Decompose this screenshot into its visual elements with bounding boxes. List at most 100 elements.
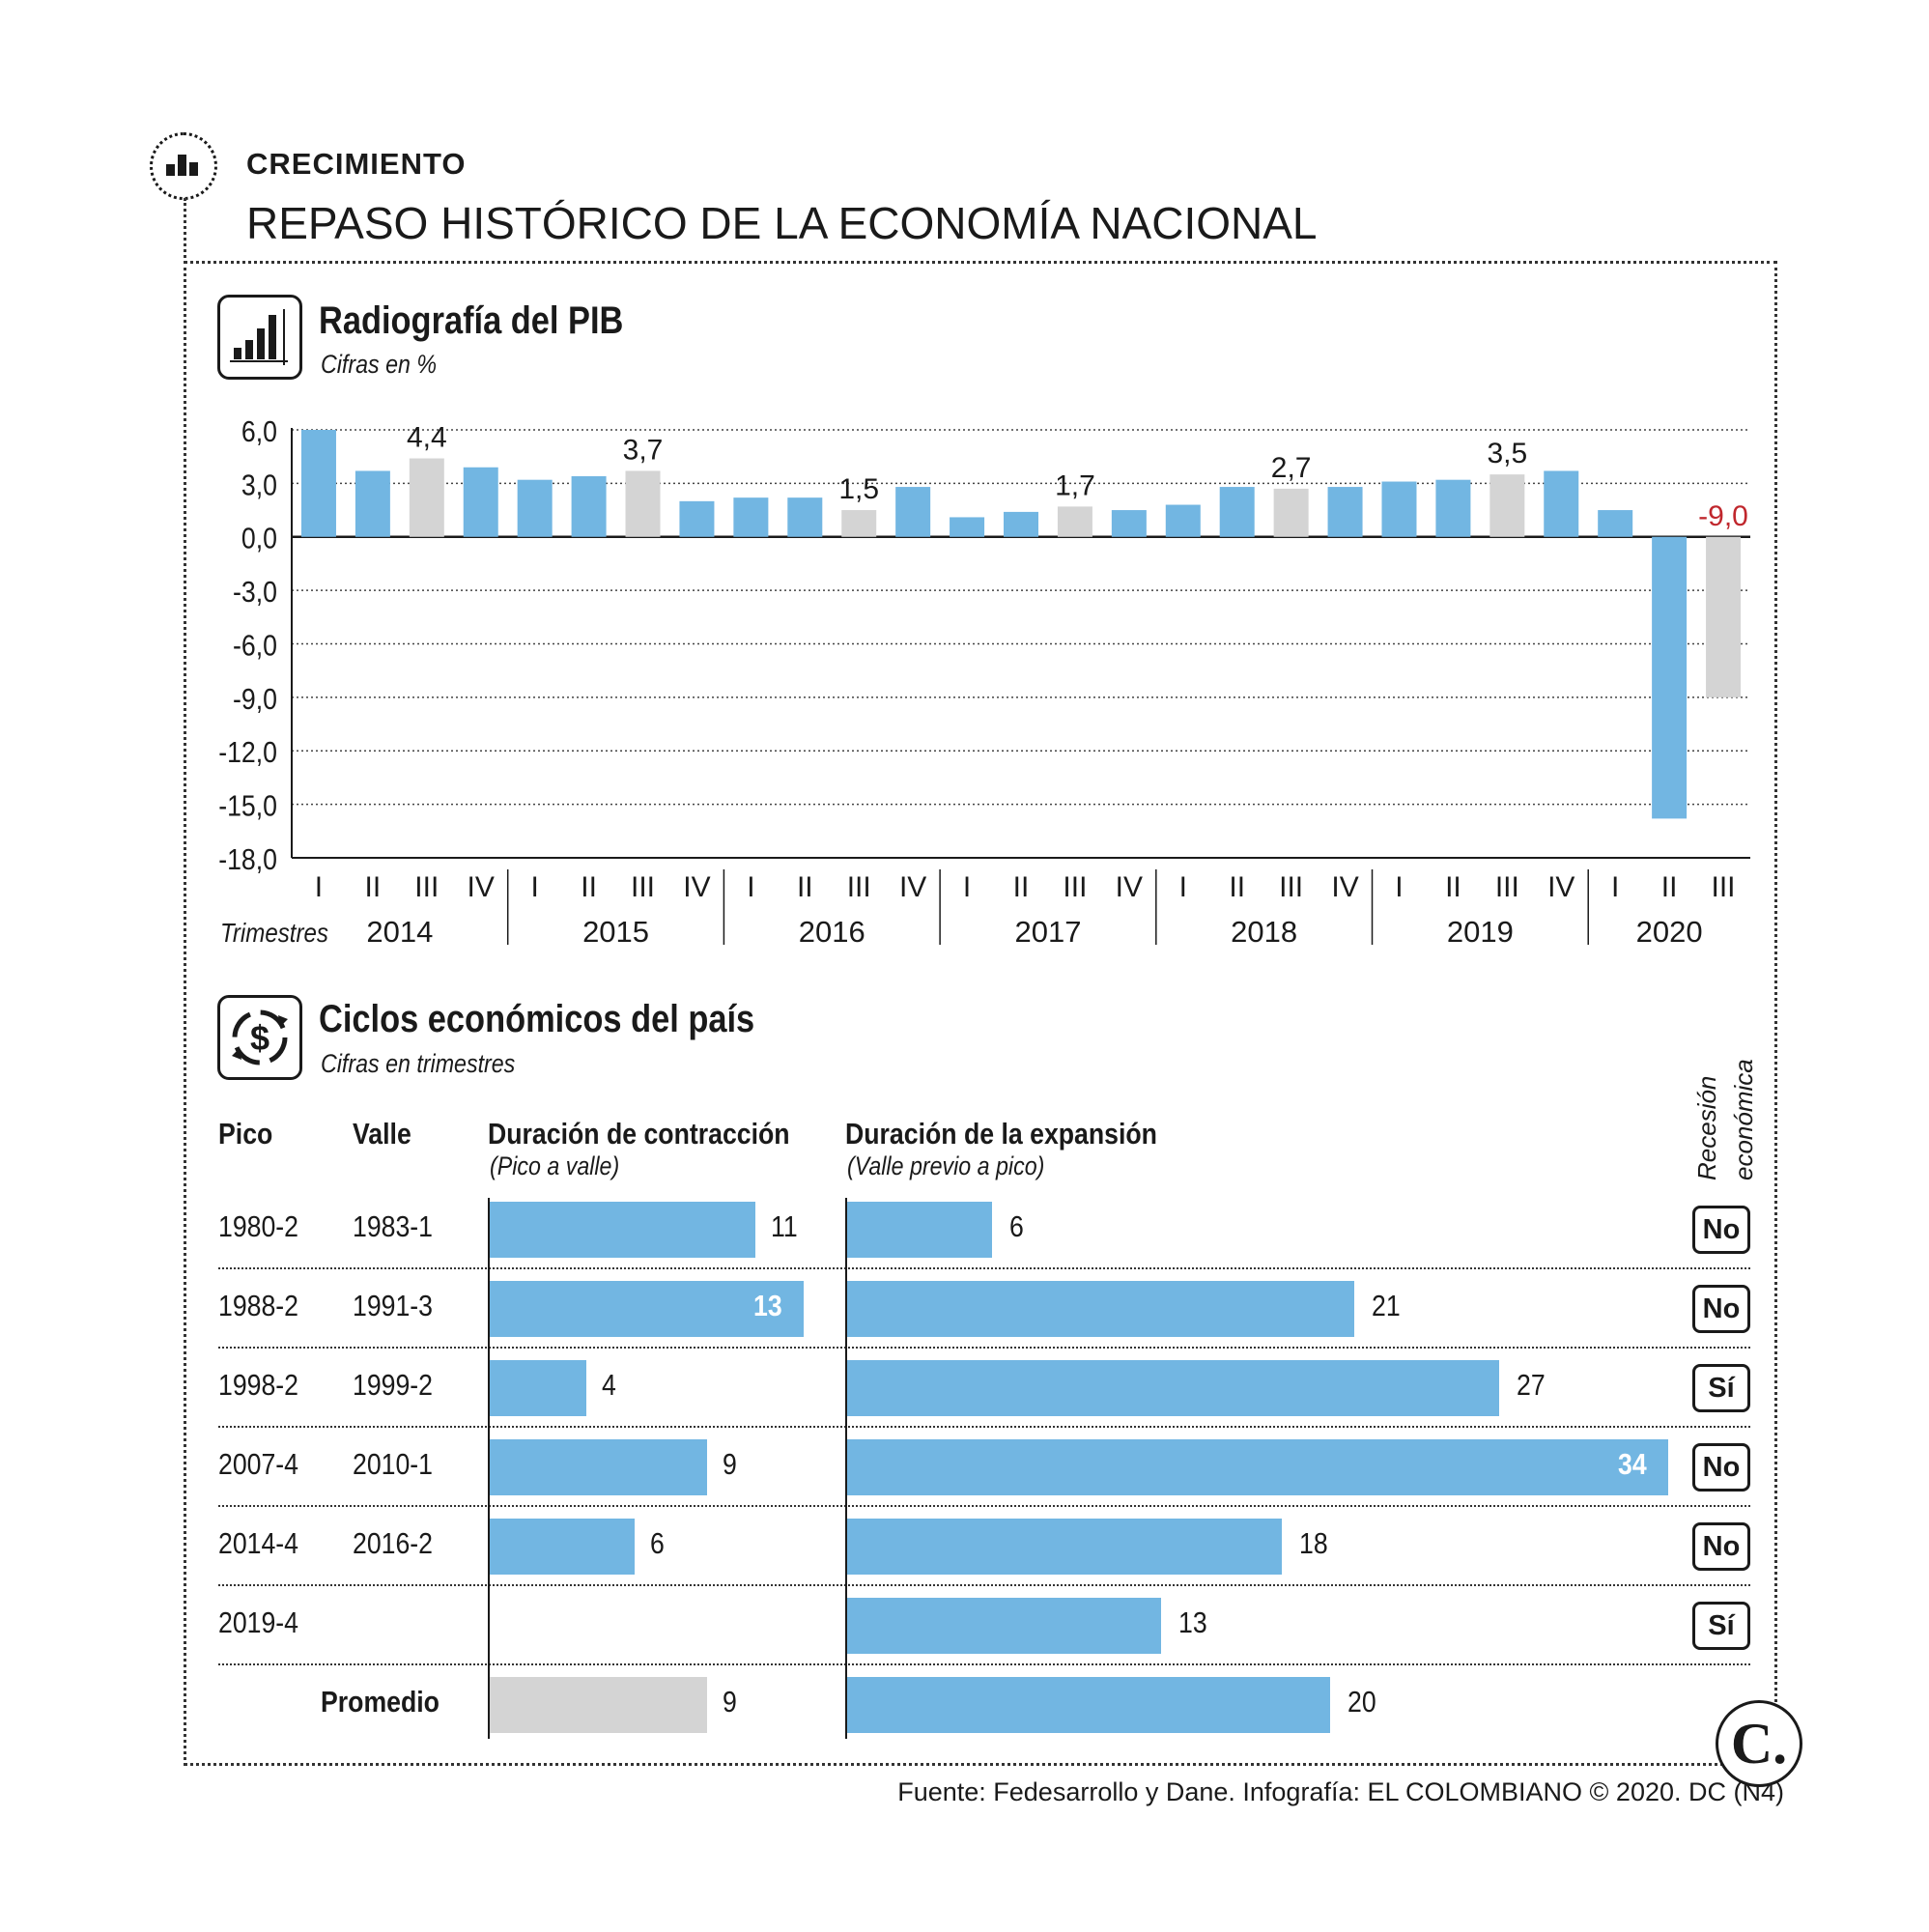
data-label-2020-III: -9,0 — [1698, 500, 1748, 532]
year-label-2019: 2019 — [1447, 915, 1514, 949]
quarter-tick-label: I — [963, 871, 971, 903]
quarter-tick-label: IV — [1116, 871, 1143, 903]
pib-title: Radiografía del PIB — [319, 299, 624, 342]
y-tick-label: 6,0 — [241, 415, 277, 448]
trimestres-label: Trimestres — [220, 917, 328, 948]
quarter-tick-label: IV — [899, 871, 926, 903]
y-tick-label: -3,0 — [233, 576, 277, 609]
year-label-2018: 2018 — [1231, 915, 1297, 949]
quarter-tick-label: III — [1712, 871, 1736, 903]
bar-2017-IV — [1111, 510, 1147, 537]
quarter-tick-label: III — [1063, 871, 1087, 903]
quarter-tick-label: II — [1229, 871, 1245, 903]
quarter-tick-label: II — [1013, 871, 1030, 903]
header-expansion: Duración de la expansión — [845, 1117, 1157, 1151]
ciclos-title: Ciclos económicos del país — [319, 998, 755, 1040]
bar-2014-II — [355, 470, 390, 537]
el-colombiano-logo: C. — [1716, 1700, 1802, 1787]
bar-2015-IV — [679, 500, 715, 537]
frame-connector — [184, 198, 186, 264]
data-label-2018-III: 2,7 — [1271, 452, 1312, 484]
bar-2014-IV — [463, 467, 498, 537]
bar-2017-I — [950, 517, 985, 537]
bar-2017-II — [1004, 511, 1038, 537]
bar-2016-III — [841, 510, 877, 537]
bar-chart-icon — [217, 295, 302, 380]
svg-text:$: $ — [250, 1018, 269, 1058]
bar-2020-I — [1598, 510, 1633, 537]
y-tick-label: 3,0 — [241, 469, 277, 502]
bar-2015-I — [517, 479, 553, 537]
quarter-tick-label: II — [797, 871, 813, 903]
quarter-tick-label: III — [1279, 871, 1303, 903]
year-label-2015: 2015 — [582, 915, 649, 949]
quarter-tick-label: I — [1179, 871, 1187, 903]
bar-2019-I — [1381, 481, 1417, 537]
quarter-tick-label: III — [631, 871, 655, 903]
bar-2016-I — [733, 497, 769, 537]
bar-2019-III — [1489, 474, 1525, 537]
bar-2020-II — [1652, 536, 1688, 819]
year-label-2014: 2014 — [366, 915, 433, 949]
bar-2019-IV — [1544, 470, 1579, 537]
pib-subtitle: Cifras en % — [321, 350, 438, 379]
header-pico: Pico — [218, 1117, 273, 1151]
year-label-2017: 2017 — [1014, 915, 1081, 949]
quarter-tick-label: II — [581, 871, 597, 903]
quarter-tick-label: I — [315, 871, 323, 903]
quarter-tick-label: IV — [683, 871, 710, 903]
section-label: CRECIMIENTO — [246, 147, 467, 181]
quarter-tick-label: I — [530, 871, 538, 903]
bar-2018-III — [1273, 488, 1309, 537]
y-tick-label: -12,0 — [218, 736, 277, 769]
y-tick-label: -9,0 — [233, 683, 277, 716]
bar-2019-II — [1435, 479, 1471, 537]
y-tick-label: -18,0 — [218, 843, 277, 876]
data-label-2014-III: 4,4 — [407, 422, 447, 454]
year-label-2020: 2020 — [1636, 915, 1703, 949]
bar-2015-III — [625, 470, 661, 537]
quarter-tick-label: IV — [1547, 871, 1574, 903]
page-title: REPASO HISTÓRICO DE LA ECONOMÍA NACIONAL — [246, 198, 1318, 248]
header-expansion-note: (Valle previo a pico) — [847, 1151, 1045, 1180]
bar-2014-III — [409, 458, 444, 537]
bar-2017-III — [1057, 506, 1092, 537]
year-label-2016: 2016 — [799, 915, 865, 949]
quarter-tick-label: II — [1445, 871, 1461, 903]
y-tick-label: 0,0 — [241, 523, 277, 555]
bar-2018-II — [1219, 487, 1255, 537]
bar-2016-IV — [895, 487, 931, 537]
bar-2015-II — [571, 475, 607, 537]
source-footer: Fuente: Fedesarrollo y Dane. Infografía:… — [897, 1777, 1784, 1806]
quarter-tick-label: I — [747, 871, 754, 903]
quarter-tick-label: I — [1611, 871, 1619, 903]
quarter-tick-label: IV — [468, 871, 495, 903]
infographic-frame — [184, 261, 1777, 1766]
money-cycle-icon: $ — [217, 995, 302, 1080]
y-tick-label: -15,0 — [218, 790, 277, 823]
bar-2018-IV — [1327, 487, 1363, 537]
data-label-2017-III: 1,7 — [1055, 469, 1095, 501]
quarter-tick-label: I — [1395, 871, 1403, 903]
ciclos-subtitle: Cifras en trimestres — [321, 1049, 516, 1078]
y-tick-label: -6,0 — [233, 630, 277, 663]
data-label-2019-III: 3,5 — [1487, 438, 1527, 469]
header-recesion-line1: Recesión — [1692, 1075, 1721, 1180]
bar-2020-III — [1706, 536, 1742, 697]
bar-2016-II — [787, 497, 823, 537]
quarter-tick-label: III — [847, 871, 871, 903]
header-contraccion: Duración de contracción — [488, 1117, 790, 1151]
header-recesion-line2: económica — [1729, 1059, 1758, 1180]
data-label-2015-III: 3,7 — [623, 434, 664, 466]
quarter-tick-label: II — [365, 871, 382, 903]
bar-2018-I — [1165, 504, 1201, 537]
data-label-2016-III: 1,5 — [838, 473, 879, 505]
quarter-tick-label: III — [414, 871, 439, 903]
quarter-tick-label: II — [1661, 871, 1678, 903]
bar-2014-I — [300, 430, 336, 537]
header-valle: Valle — [353, 1117, 411, 1151]
pib-bar-chart: 6,03,00,0-3,0-6,0-9,0-12,0-15,0-18,0I II4… — [218, 415, 1750, 949]
quarter-tick-label: IV — [1331, 871, 1358, 903]
quarter-tick-label: III — [1495, 871, 1519, 903]
header-contraccion-note: (Pico a valle) — [490, 1151, 620, 1180]
